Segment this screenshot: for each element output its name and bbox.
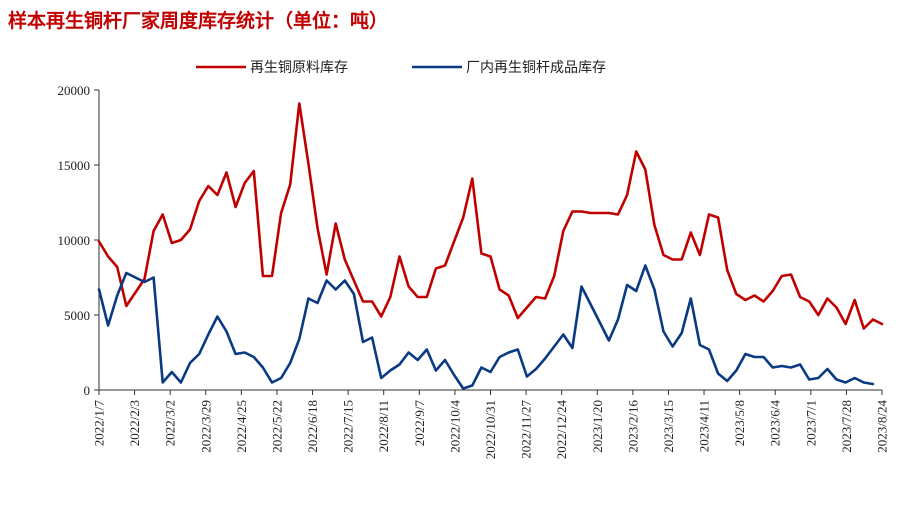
x-tick-label: 2022/2/3 <box>127 400 142 446</box>
chart-title: 样本再生铜杆厂家周度库存统计（单位：吨） <box>8 10 389 32</box>
y-tick-label: 5000 <box>64 308 90 323</box>
legend: 再生铜原料库存 厂内再生铜杆成品库存 <box>196 60 606 76</box>
x-axis: 2022/1/7 2022/2/3 2022/3/2 2022/3/29 2022/4/… <box>92 389 890 460</box>
x-tick-label: 2023/3/15 <box>661 400 676 453</box>
x-tick-label: 2022/9/7 <box>412 400 427 447</box>
x-tick-label: 2022/10/31 <box>483 400 498 459</box>
y-tick-label: 15000 <box>58 158 91 173</box>
y-tick-label: 10000 <box>58 233 91 248</box>
x-tick-label: 2022/3/29 <box>198 400 213 453</box>
x-tick-label: 2022/4/25 <box>234 400 249 453</box>
x-tick-label: 2022/1/7 <box>92 400 107 447</box>
x-tick-label: 2022/11/27 <box>519 400 534 459</box>
x-tick-label: 2022/7/15 <box>341 400 356 453</box>
legend-label-1: 再生铜原料库存 <box>250 60 348 76</box>
x-tick-label: 2023/8/24 <box>875 400 890 453</box>
x-tick-label: 2022/3/2 <box>163 400 178 446</box>
x-tick-label: 2022/8/11 <box>376 400 391 452</box>
x-tick-label: 2023/4/11 <box>697 400 712 452</box>
series-line-1 <box>97 102 884 330</box>
series-lines <box>97 102 884 390</box>
x-tick-label: 2023/2/16 <box>625 400 640 453</box>
x-tick-label: 2022/10/4 <box>447 400 462 453</box>
y-tick-label: 0 <box>84 383 91 398</box>
x-tick-label: 2022/12/24 <box>554 400 569 460</box>
x-tick-label: 2022/5/22 <box>269 400 284 453</box>
y-axis: 0 5000 10000 15000 20000 <box>58 83 100 398</box>
legend-label-2: 厂内再生铜杆成品库存 <box>466 60 606 76</box>
x-tick-label: 2023/5/8 <box>732 400 747 446</box>
x-tick-label: 2023/7/1 <box>803 400 818 446</box>
y-tick-label: 20000 <box>58 83 91 98</box>
x-tick-label: 2023/6/4 <box>768 400 783 447</box>
x-tick-label: 2022/6/18 <box>305 400 320 453</box>
x-tick-label: 2023/7/28 <box>839 400 854 453</box>
series-line-2 <box>97 264 875 390</box>
x-tick-label: 2023/1/20 <box>590 400 605 453</box>
